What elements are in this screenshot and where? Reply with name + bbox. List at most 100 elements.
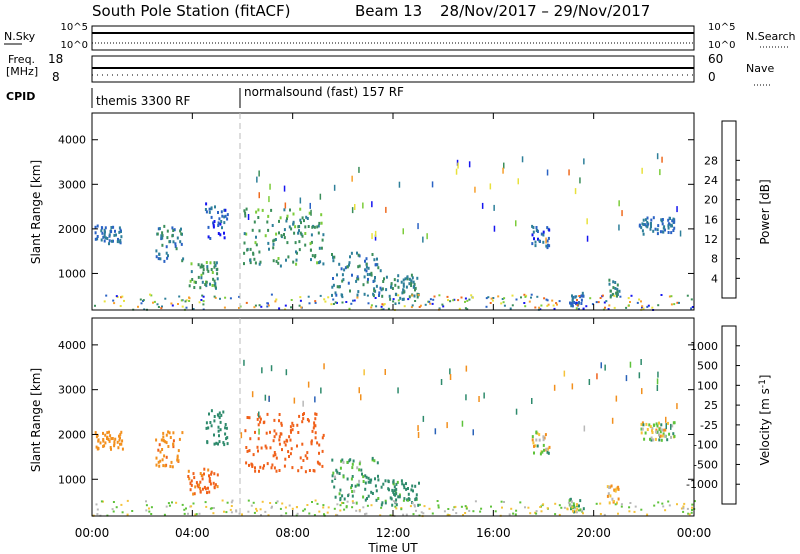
echo-cell (295, 250, 297, 254)
clutter-cell (560, 506, 563, 509)
clutter-cell (284, 304, 287, 307)
echo-cell (399, 296, 402, 300)
echo-cell (333, 485, 336, 489)
streak-cell (247, 214, 250, 220)
echo-cell (265, 446, 268, 450)
echo-cell (189, 488, 192, 492)
clutter-cell (438, 294, 441, 297)
echo-cell (188, 477, 191, 481)
echo-cell (580, 298, 583, 302)
echo-cell (390, 283, 393, 287)
clutter-cell (343, 508, 346, 511)
streak-cell (493, 225, 496, 232)
clutter-cell (230, 511, 233, 514)
echo-cell (547, 451, 550, 455)
clutter-cell (229, 508, 232, 511)
echo-cell (111, 437, 114, 440)
clutter-cell (538, 306, 541, 309)
echo-cell (616, 287, 619, 291)
echo-cell (394, 283, 397, 287)
streak-cell (531, 398, 533, 404)
colorbar-tick-label: 1000 (690, 340, 718, 353)
clutter-cell (599, 297, 602, 299)
echo-cell (304, 225, 307, 229)
clutter-cell (267, 304, 270, 307)
cpid-segment-1: normalsound (fast) 157 RF (244, 85, 404, 99)
echo-cell (401, 482, 404, 486)
echo-cell (189, 481, 192, 485)
echo-cell (295, 262, 298, 266)
echo-cell (210, 470, 213, 474)
echo-cell (646, 220, 649, 224)
echo-cell (670, 435, 672, 439)
echo-cell (413, 294, 416, 298)
echo-cell (385, 275, 388, 279)
echo-cell (343, 268, 346, 272)
clutter-cell (524, 295, 527, 298)
echo-cell (94, 237, 97, 241)
echo-cell (296, 444, 298, 448)
echo-cell (289, 425, 292, 429)
echo-cell (644, 431, 647, 435)
clutter-cell (503, 501, 505, 503)
echo-cell (269, 446, 272, 450)
echo-cell (414, 498, 417, 502)
echo-cell (292, 220, 295, 224)
clutter-cell (120, 296, 123, 299)
echo-cell (580, 294, 583, 298)
clutter-cell (662, 505, 665, 508)
clutter-cell (303, 508, 306, 511)
echo-cell (380, 485, 383, 489)
echo-cell (348, 261, 351, 265)
clutter-cell (181, 503, 184, 506)
echo-cell (221, 214, 224, 218)
clutter-cell (362, 506, 365, 509)
echo-cell (278, 231, 280, 235)
echo-cell (245, 207, 248, 211)
echo-cell (667, 226, 670, 230)
clutter-cell (575, 511, 578, 514)
echo-cell (346, 460, 349, 464)
echo-cell (246, 416, 249, 419)
echo-cell (207, 426, 210, 430)
clutter-cell (535, 512, 538, 515)
clutter-cell (185, 507, 187, 510)
clutter-cell (105, 294, 108, 297)
echo-cell (298, 248, 301, 252)
echo-cell (243, 262, 245, 266)
clutter-cell (157, 306, 160, 308)
echo-cell (380, 288, 383, 292)
clutter-cell (529, 512, 532, 515)
streak-cell (309, 202, 311, 209)
echo-cell (300, 466, 303, 470)
echo-cell (374, 263, 377, 267)
echo-cell (200, 263, 203, 267)
echo-cell (542, 443, 545, 447)
clutter-cell (457, 299, 460, 302)
echo-cell (671, 424, 674, 428)
clutter-cell (307, 295, 310, 298)
echo-cell (582, 294, 585, 298)
echo-cell (335, 293, 338, 297)
clutter-cell (270, 293, 273, 296)
clutter-cell (682, 507, 685, 510)
echo-cell (207, 235, 210, 239)
echo-cell (373, 287, 376, 291)
echo-cell (114, 437, 117, 441)
clutter-cell (576, 304, 579, 307)
echo-cell (108, 233, 111, 237)
streak-cell (676, 403, 678, 410)
echo-cell (616, 283, 619, 287)
echo-cell (658, 433, 660, 437)
echo-cell (656, 424, 659, 428)
echo-cell (618, 289, 621, 293)
echo-cell (218, 440, 221, 444)
echo-cell (363, 275, 366, 279)
echo-cell (257, 208, 260, 212)
echo-cell (304, 243, 307, 247)
clutter-cell (260, 514, 262, 516)
echo-cell (367, 266, 370, 270)
echo-cell (121, 447, 124, 451)
echo-cell (213, 419, 216, 423)
